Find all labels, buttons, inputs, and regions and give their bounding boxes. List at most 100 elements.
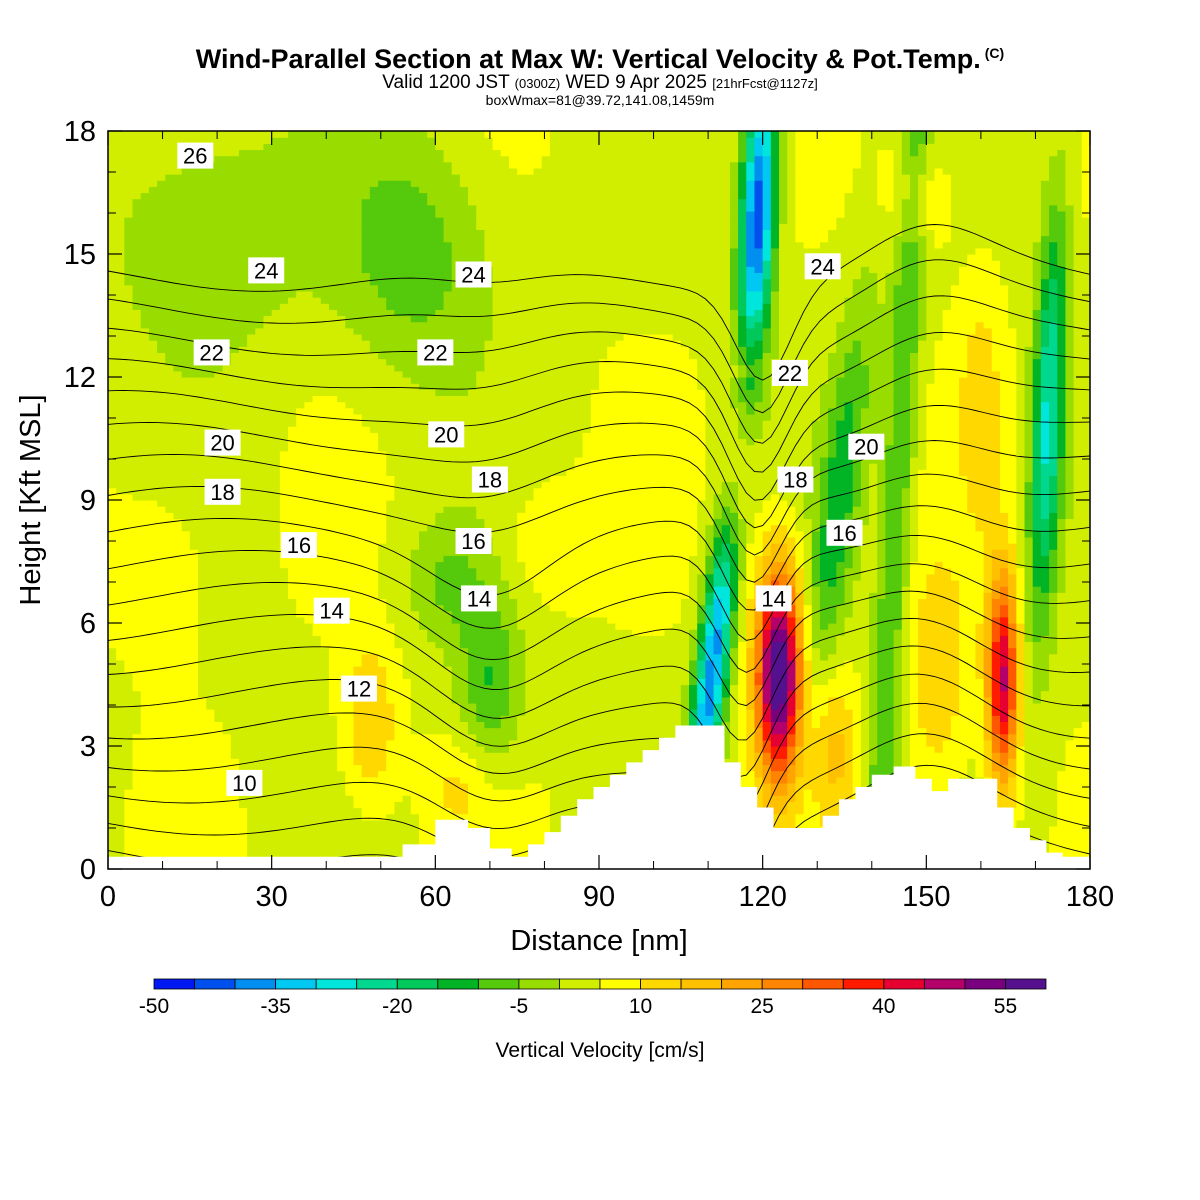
velocity-cell bbox=[189, 789, 199, 796]
velocity-cell bbox=[271, 377, 281, 384]
velocity-cell bbox=[443, 463, 453, 470]
velocity-cell bbox=[361, 377, 371, 384]
velocity-cell bbox=[418, 155, 428, 163]
velocity-cell bbox=[402, 475, 412, 483]
velocity-cell bbox=[410, 426, 420, 433]
velocity-cell bbox=[238, 192, 248, 200]
velocity-cell bbox=[132, 469, 142, 476]
velocity-cell bbox=[116, 500, 125, 507]
velocity-cell bbox=[410, 432, 420, 440]
velocity-cell bbox=[124, 715, 134, 722]
velocity-cell bbox=[108, 512, 117, 520]
velocity-cell bbox=[247, 352, 256, 360]
velocity-cell bbox=[214, 241, 224, 249]
velocity-cell bbox=[116, 167, 125, 175]
velocity-cell bbox=[320, 758, 330, 766]
velocity-cell bbox=[312, 758, 322, 766]
velocity-cell bbox=[108, 149, 117, 157]
velocity-cell bbox=[157, 438, 166, 446]
velocity-cell bbox=[108, 389, 117, 397]
velocity-cell bbox=[361, 782, 371, 790]
velocity-cell bbox=[198, 407, 207, 415]
velocity-cell bbox=[263, 592, 273, 599]
velocity-cell bbox=[345, 825, 355, 833]
velocity-cell bbox=[320, 223, 330, 230]
velocity-cell bbox=[189, 204, 199, 212]
velocity-cell bbox=[279, 346, 289, 353]
velocity-cell bbox=[279, 758, 289, 766]
velocity-cell bbox=[230, 739, 240, 747]
velocity-cell bbox=[353, 161, 363, 169]
velocity-cell bbox=[337, 401, 346, 409]
velocity-cell bbox=[222, 284, 232, 292]
velocity-cell bbox=[198, 512, 207, 520]
velocity-cell bbox=[296, 813, 305, 821]
velocity-cell bbox=[320, 370, 330, 378]
velocity-cell bbox=[361, 715, 371, 722]
velocity-cell bbox=[140, 444, 150, 452]
velocity-cell bbox=[255, 715, 265, 722]
velocity-cell bbox=[173, 807, 183, 815]
velocity-cell bbox=[116, 543, 125, 550]
velocity-cell bbox=[402, 389, 412, 397]
velocity-cell bbox=[418, 733, 428, 741]
velocity-cell bbox=[279, 598, 289, 606]
velocity-cell bbox=[230, 309, 240, 317]
velocity-cell bbox=[247, 684, 256, 692]
velocity-cell bbox=[386, 678, 396, 686]
velocity-cell bbox=[394, 358, 404, 366]
velocity-cell bbox=[140, 500, 150, 507]
velocity-cell bbox=[108, 463, 117, 470]
velocity-cell bbox=[263, 635, 273, 643]
velocity-cell bbox=[255, 174, 265, 181]
velocity-cell bbox=[410, 254, 420, 261]
velocity-cell bbox=[189, 524, 199, 532]
velocity-cell bbox=[427, 167, 436, 175]
velocity-cell bbox=[230, 235, 240, 243]
velocity-cell bbox=[427, 592, 436, 599]
velocity-cell bbox=[214, 235, 224, 243]
velocity-cell bbox=[288, 838, 297, 845]
velocity-cell bbox=[263, 715, 273, 722]
velocity-cell bbox=[369, 758, 379, 766]
velocity-cell bbox=[320, 364, 330, 372]
velocity-cell bbox=[410, 684, 420, 692]
velocity-cell bbox=[353, 604, 363, 612]
velocity-cell bbox=[116, 524, 125, 532]
velocity-cell bbox=[296, 758, 305, 766]
velocity-cell bbox=[304, 579, 314, 587]
velocity-cell bbox=[410, 167, 420, 175]
velocity-cell bbox=[230, 420, 240, 427]
velocity-cell bbox=[271, 444, 281, 452]
velocity-cell bbox=[214, 303, 224, 310]
velocity-cell bbox=[238, 235, 248, 243]
velocity-cell bbox=[148, 456, 158, 464]
velocity-cell bbox=[206, 469, 215, 476]
velocity-cell bbox=[124, 161, 134, 169]
velocity-cell bbox=[189, 721, 199, 729]
velocity-cell bbox=[255, 469, 265, 476]
velocity-cell bbox=[255, 832, 265, 839]
velocity-cell bbox=[328, 340, 338, 347]
velocity-cell bbox=[108, 413, 117, 421]
velocity-cell bbox=[410, 629, 420, 636]
velocity-cell bbox=[386, 770, 396, 778]
velocity-cell bbox=[173, 672, 183, 679]
velocity-cell bbox=[279, 641, 289, 649]
velocity-cell bbox=[328, 161, 338, 169]
velocity-cell bbox=[304, 327, 314, 335]
velocity-cell bbox=[418, 604, 428, 612]
velocity-cell bbox=[132, 463, 142, 470]
velocity-cell bbox=[157, 309, 166, 317]
velocity-cell bbox=[198, 666, 207, 673]
velocity-cell bbox=[345, 278, 355, 286]
velocity-cell bbox=[328, 272, 338, 280]
velocity-cell bbox=[165, 149, 175, 157]
velocity-cell bbox=[230, 666, 240, 673]
velocity-cell bbox=[320, 524, 330, 532]
velocity-cell bbox=[394, 210, 404, 218]
velocity-cell bbox=[296, 284, 305, 292]
velocity-cell bbox=[132, 635, 142, 643]
velocity-cell bbox=[361, 432, 371, 440]
velocity-cell bbox=[386, 604, 396, 612]
